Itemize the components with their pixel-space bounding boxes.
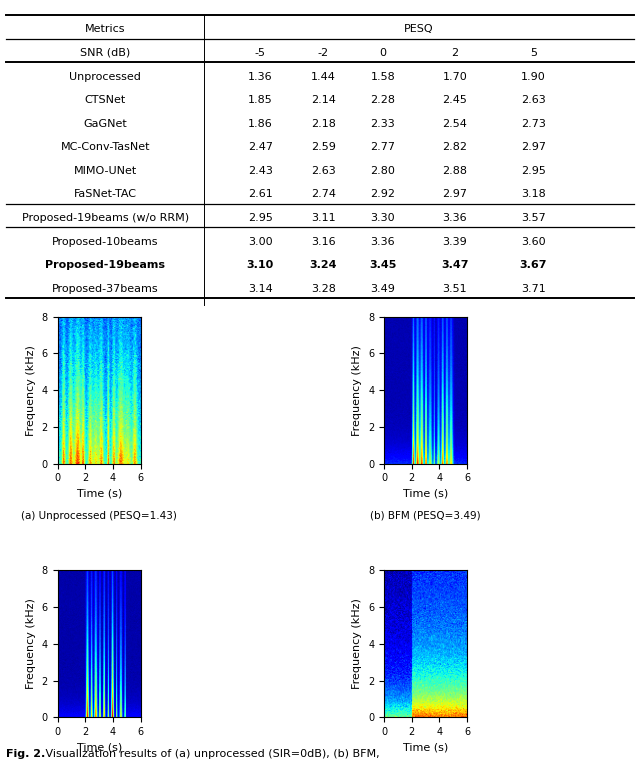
Text: 2.33: 2.33 bbox=[371, 119, 395, 129]
Text: 2.61: 2.61 bbox=[248, 189, 273, 199]
Text: 3.28: 3.28 bbox=[310, 284, 335, 294]
Text: 1.36: 1.36 bbox=[248, 72, 273, 82]
Text: 2.95: 2.95 bbox=[521, 166, 546, 175]
Text: 3.71: 3.71 bbox=[521, 284, 546, 294]
Text: 2.80: 2.80 bbox=[371, 166, 395, 175]
Text: 1.70: 1.70 bbox=[442, 72, 467, 82]
Text: 2.88: 2.88 bbox=[442, 166, 467, 175]
Text: 2.74: 2.74 bbox=[310, 189, 335, 199]
Text: MIMO-UNet: MIMO-UNet bbox=[74, 166, 137, 175]
Text: 3.57: 3.57 bbox=[521, 213, 546, 223]
Text: 2.47: 2.47 bbox=[248, 142, 273, 153]
Text: PESQ: PESQ bbox=[404, 24, 433, 34]
Text: GaGNet: GaGNet bbox=[83, 119, 127, 129]
Text: 2.92: 2.92 bbox=[370, 189, 396, 199]
Text: 2: 2 bbox=[451, 48, 458, 58]
Text: 3.51: 3.51 bbox=[442, 284, 467, 294]
Text: MC-Conv-TasNet: MC-Conv-TasNet bbox=[60, 142, 150, 153]
Text: 2.73: 2.73 bbox=[521, 119, 546, 129]
Text: Unprocessed: Unprocessed bbox=[69, 72, 141, 82]
Text: 3.47: 3.47 bbox=[441, 260, 468, 270]
Text: 0: 0 bbox=[380, 48, 386, 58]
Y-axis label: Frequency (kHz): Frequency (kHz) bbox=[26, 345, 36, 436]
Text: 2.95: 2.95 bbox=[248, 213, 273, 223]
Text: Visualization results of (a) unprocessed (SIR=0dB), (b) BFM,: Visualization results of (a) unprocessed… bbox=[42, 749, 380, 759]
Text: -5: -5 bbox=[255, 48, 266, 58]
Text: 1.58: 1.58 bbox=[371, 72, 395, 82]
Text: 3.00: 3.00 bbox=[248, 237, 273, 246]
Text: 3.10: 3.10 bbox=[247, 260, 274, 270]
Text: 2.14: 2.14 bbox=[310, 95, 335, 105]
Text: Fig. 2.: Fig. 2. bbox=[6, 749, 45, 759]
Text: Metrics: Metrics bbox=[85, 24, 125, 34]
Text: 2.43: 2.43 bbox=[248, 166, 273, 175]
Text: 3.39: 3.39 bbox=[442, 237, 467, 246]
Text: FaSNet-TAC: FaSNet-TAC bbox=[74, 189, 137, 199]
Text: Proposed-19beams (w/o RRM): Proposed-19beams (w/o RRM) bbox=[22, 213, 189, 223]
Text: 2.97: 2.97 bbox=[521, 142, 546, 153]
Text: (a) Unprocessed (PESQ=1.43): (a) Unprocessed (PESQ=1.43) bbox=[21, 510, 177, 520]
Text: Proposed-37beams: Proposed-37beams bbox=[52, 284, 159, 294]
Y-axis label: Frequency (kHz): Frequency (kHz) bbox=[353, 598, 362, 689]
Text: (b) BFM (PESQ=3.49): (b) BFM (PESQ=3.49) bbox=[371, 510, 481, 520]
Text: 2.59: 2.59 bbox=[310, 142, 335, 153]
Text: 2.77: 2.77 bbox=[370, 142, 396, 153]
Text: Proposed-19beams: Proposed-19beams bbox=[45, 260, 165, 270]
Text: 2.18: 2.18 bbox=[310, 119, 335, 129]
X-axis label: Time (s): Time (s) bbox=[403, 489, 448, 499]
Text: 2.45: 2.45 bbox=[442, 95, 467, 105]
Text: 3.16: 3.16 bbox=[311, 237, 335, 246]
Text: 2.82: 2.82 bbox=[442, 142, 467, 153]
Text: 3.36: 3.36 bbox=[442, 213, 467, 223]
Y-axis label: Frequency (kHz): Frequency (kHz) bbox=[353, 345, 362, 436]
Text: 3.30: 3.30 bbox=[371, 213, 395, 223]
Text: 3.60: 3.60 bbox=[521, 237, 545, 246]
X-axis label: Time (s): Time (s) bbox=[77, 742, 122, 752]
Text: 3.45: 3.45 bbox=[369, 260, 396, 270]
X-axis label: Time (s): Time (s) bbox=[77, 489, 122, 499]
Text: 3.24: 3.24 bbox=[309, 260, 337, 270]
Text: 2.63: 2.63 bbox=[311, 166, 335, 175]
Text: 2.28: 2.28 bbox=[370, 95, 396, 105]
Y-axis label: Frequency (kHz): Frequency (kHz) bbox=[26, 598, 36, 689]
Text: 5: 5 bbox=[530, 48, 537, 58]
X-axis label: Time (s): Time (s) bbox=[403, 742, 448, 752]
Text: -2: -2 bbox=[317, 48, 329, 58]
Text: 3.36: 3.36 bbox=[371, 237, 395, 246]
Text: Proposed-10beams: Proposed-10beams bbox=[52, 237, 159, 246]
Text: 3.67: 3.67 bbox=[520, 260, 547, 270]
Text: 2.97: 2.97 bbox=[442, 189, 467, 199]
Text: 2.54: 2.54 bbox=[442, 119, 467, 129]
Text: 1.90: 1.90 bbox=[521, 72, 546, 82]
Text: SNR (dB): SNR (dB) bbox=[80, 48, 131, 58]
Text: 3.18: 3.18 bbox=[521, 189, 546, 199]
Text: 1.44: 1.44 bbox=[310, 72, 335, 82]
Text: 1.86: 1.86 bbox=[248, 119, 273, 129]
Text: CTSNet: CTSNet bbox=[84, 95, 126, 105]
Text: 1.85: 1.85 bbox=[248, 95, 273, 105]
Text: 3.14: 3.14 bbox=[248, 284, 273, 294]
Text: 3.49: 3.49 bbox=[371, 284, 395, 294]
Text: 2.63: 2.63 bbox=[521, 95, 546, 105]
Text: 3.11: 3.11 bbox=[311, 213, 335, 223]
